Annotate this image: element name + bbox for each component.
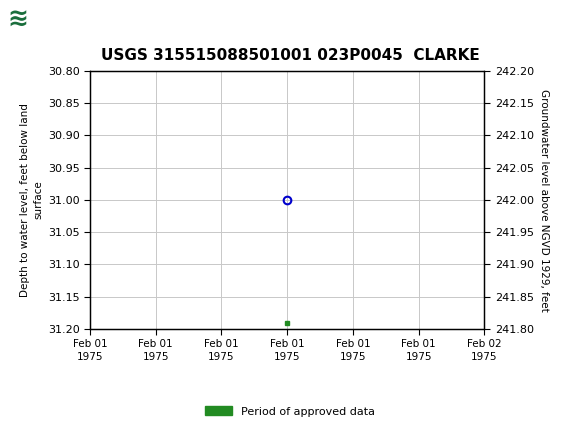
- Legend: Period of approved data: Period of approved data: [205, 406, 375, 417]
- Text: USGS: USGS: [49, 10, 104, 28]
- Text: ≋: ≋: [7, 7, 28, 31]
- Y-axis label: Depth to water level, feet below land
surface: Depth to water level, feet below land su…: [20, 103, 44, 297]
- Y-axis label: Groundwater level above NGVD 1929, feet: Groundwater level above NGVD 1929, feet: [539, 89, 549, 311]
- Text: USGS 315515088501001 023P0045  CLARKE: USGS 315515088501001 023P0045 CLARKE: [100, 48, 480, 62]
- Bar: [3, 3, 102, 37]
